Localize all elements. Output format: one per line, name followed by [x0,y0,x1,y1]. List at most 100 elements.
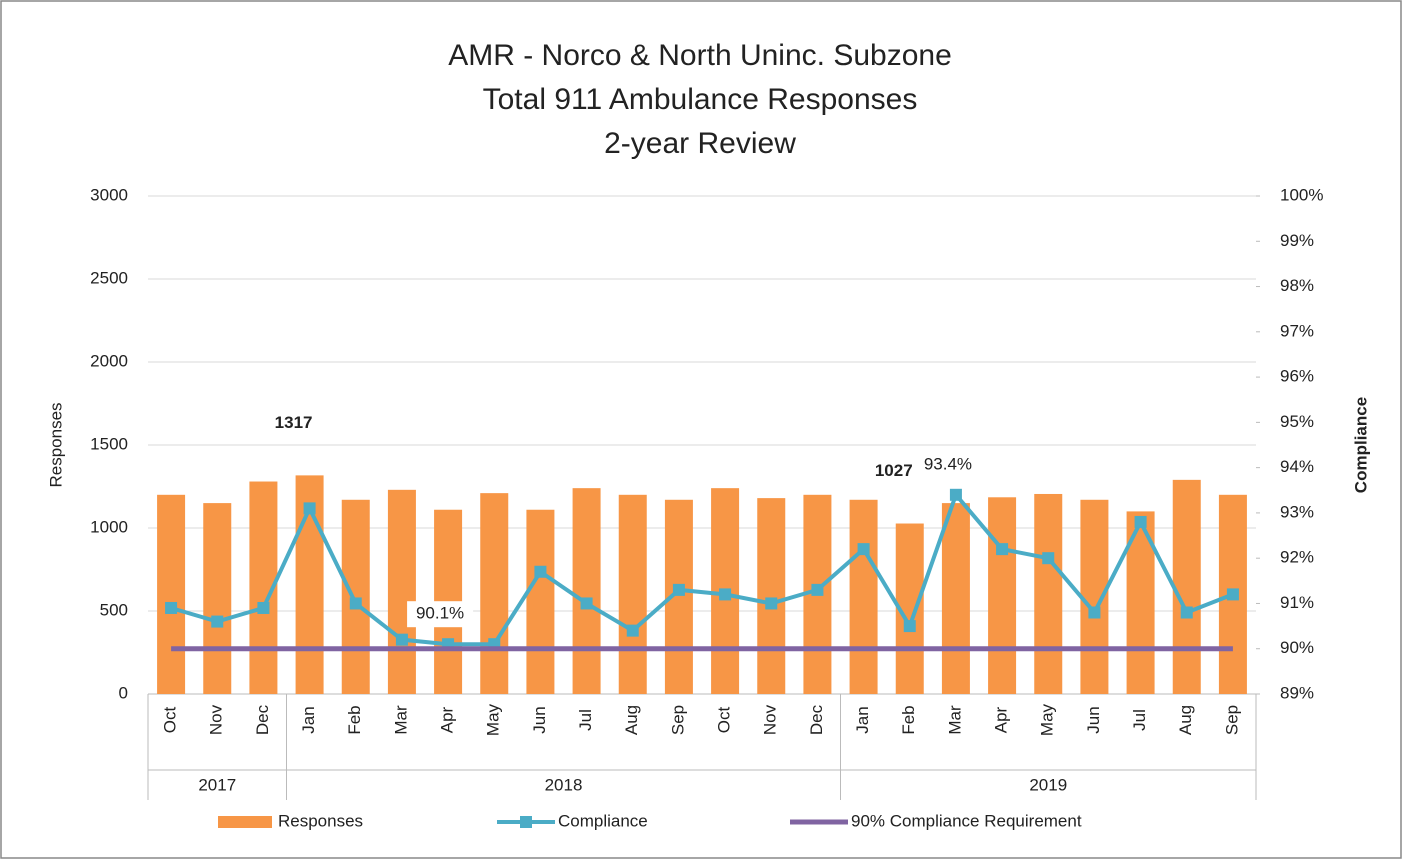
line-marker [1226,588,1239,601]
y2-tick-label: 97% [1280,321,1314,340]
x-tick-label: Jan [853,706,872,733]
line-marker [1134,515,1147,528]
y2-axis-label: Compliance [1351,397,1370,493]
x-tick-label: Jul [1130,709,1149,731]
line-marker [719,588,732,601]
data-label-bg [407,601,474,628]
line-marker [349,597,362,610]
y-tick-label: 2000 [90,351,128,370]
y2-tick-label: 91% [1280,593,1314,612]
bar [526,509,555,694]
legend-label: 90% Compliance Requirement [851,811,1082,830]
x-group-label: 2017 [198,775,236,794]
data-label: 90.1% [416,604,464,623]
bar [618,494,647,694]
line-marker [1088,606,1101,619]
line-marker [1180,606,1193,619]
line-marker [857,543,870,556]
chart-title: AMR - Norco & North Uninc. Subzone [448,39,952,72]
bar [387,489,416,694]
line-marker [949,488,962,501]
x-tick-label: Mar [391,705,410,735]
x-tick-label: Nov [761,704,780,735]
y2-tick-label: 96% [1280,367,1314,386]
bar [572,488,601,694]
y2-tick-label: 98% [1280,276,1314,295]
bar [480,493,509,694]
x-tick-label: Aug [622,705,641,735]
bar [341,499,370,694]
bar [988,497,1017,694]
legend-label: Compliance [558,811,648,830]
x-tick-label: Dec [253,704,272,735]
line-marker [534,565,547,578]
x-tick-label: Apr [438,706,457,733]
y-axis-label: Responses [46,402,65,487]
line-marker [811,583,824,596]
y-tick-label: 500 [100,600,128,619]
x-tick-label: Nov [207,704,226,735]
line-marker [765,597,778,610]
y2-tick-label: 99% [1280,231,1314,250]
legend-label: Responses [278,811,363,830]
bar [1034,493,1063,694]
bar [203,503,232,694]
line-marker [580,597,593,610]
x-tick-label: Feb [899,705,918,734]
x-tick-label: Dec [807,704,826,735]
x-group-label: 2019 [1029,775,1067,794]
bar [849,499,878,694]
y2-tick-label: 94% [1280,457,1314,476]
line-marker [211,615,224,628]
y-tick-label: 1000 [90,517,128,536]
chart-title: 2-year Review [604,127,796,160]
y2-tick-label: 95% [1280,412,1314,431]
x-tick-label: Aug [1176,705,1195,735]
x-tick-label: Jun [1084,706,1103,733]
legend-swatch [218,816,272,828]
line-marker [672,583,685,596]
x-tick-label: Feb [345,705,364,734]
y2-tick-label: 89% [1280,683,1314,702]
line-marker [996,543,1009,556]
x-tick-label: Jun [530,706,549,733]
data-label-bg [914,451,981,478]
x-tick-label: Oct [715,707,734,734]
x-tick-label: Oct [161,707,180,734]
legend-marker [520,816,532,828]
x-tick-label: Jan [299,706,318,733]
chart-title: Total 911 Ambulance Responses [483,83,918,116]
y2-tick-label: 100% [1280,185,1323,204]
line-marker [303,502,316,515]
x-tick-label: Apr [992,706,1011,733]
y2-tick-label: 90% [1280,638,1314,657]
line-marker [626,624,639,637]
y2-tick-label: 92% [1280,548,1314,567]
line-marker [1042,552,1055,565]
bar [941,503,970,694]
bar [757,498,786,694]
bar [157,494,186,694]
data-label: 93.4% [924,454,972,473]
x-tick-label: May [484,703,503,736]
y-tick-label: 2500 [90,268,128,287]
line-marker [165,601,178,614]
data-label: 1027 [875,461,913,480]
x-tick-label: May [1038,703,1057,736]
data-label: 1317 [275,413,313,432]
x-tick-label: Mar [945,705,964,735]
y-tick-label: 1500 [90,434,128,453]
x-group-label: 2018 [545,775,583,794]
compliance-line [170,490,1234,647]
y2-tick-label: 93% [1280,502,1314,521]
x-tick-label: Sep [1222,705,1241,735]
x-tick-label: Sep [668,705,687,735]
y-tick-label: 0 [119,683,128,702]
line-marker [395,633,408,646]
line-marker [257,601,270,614]
bar [1172,479,1201,694]
line-marker [903,620,916,633]
